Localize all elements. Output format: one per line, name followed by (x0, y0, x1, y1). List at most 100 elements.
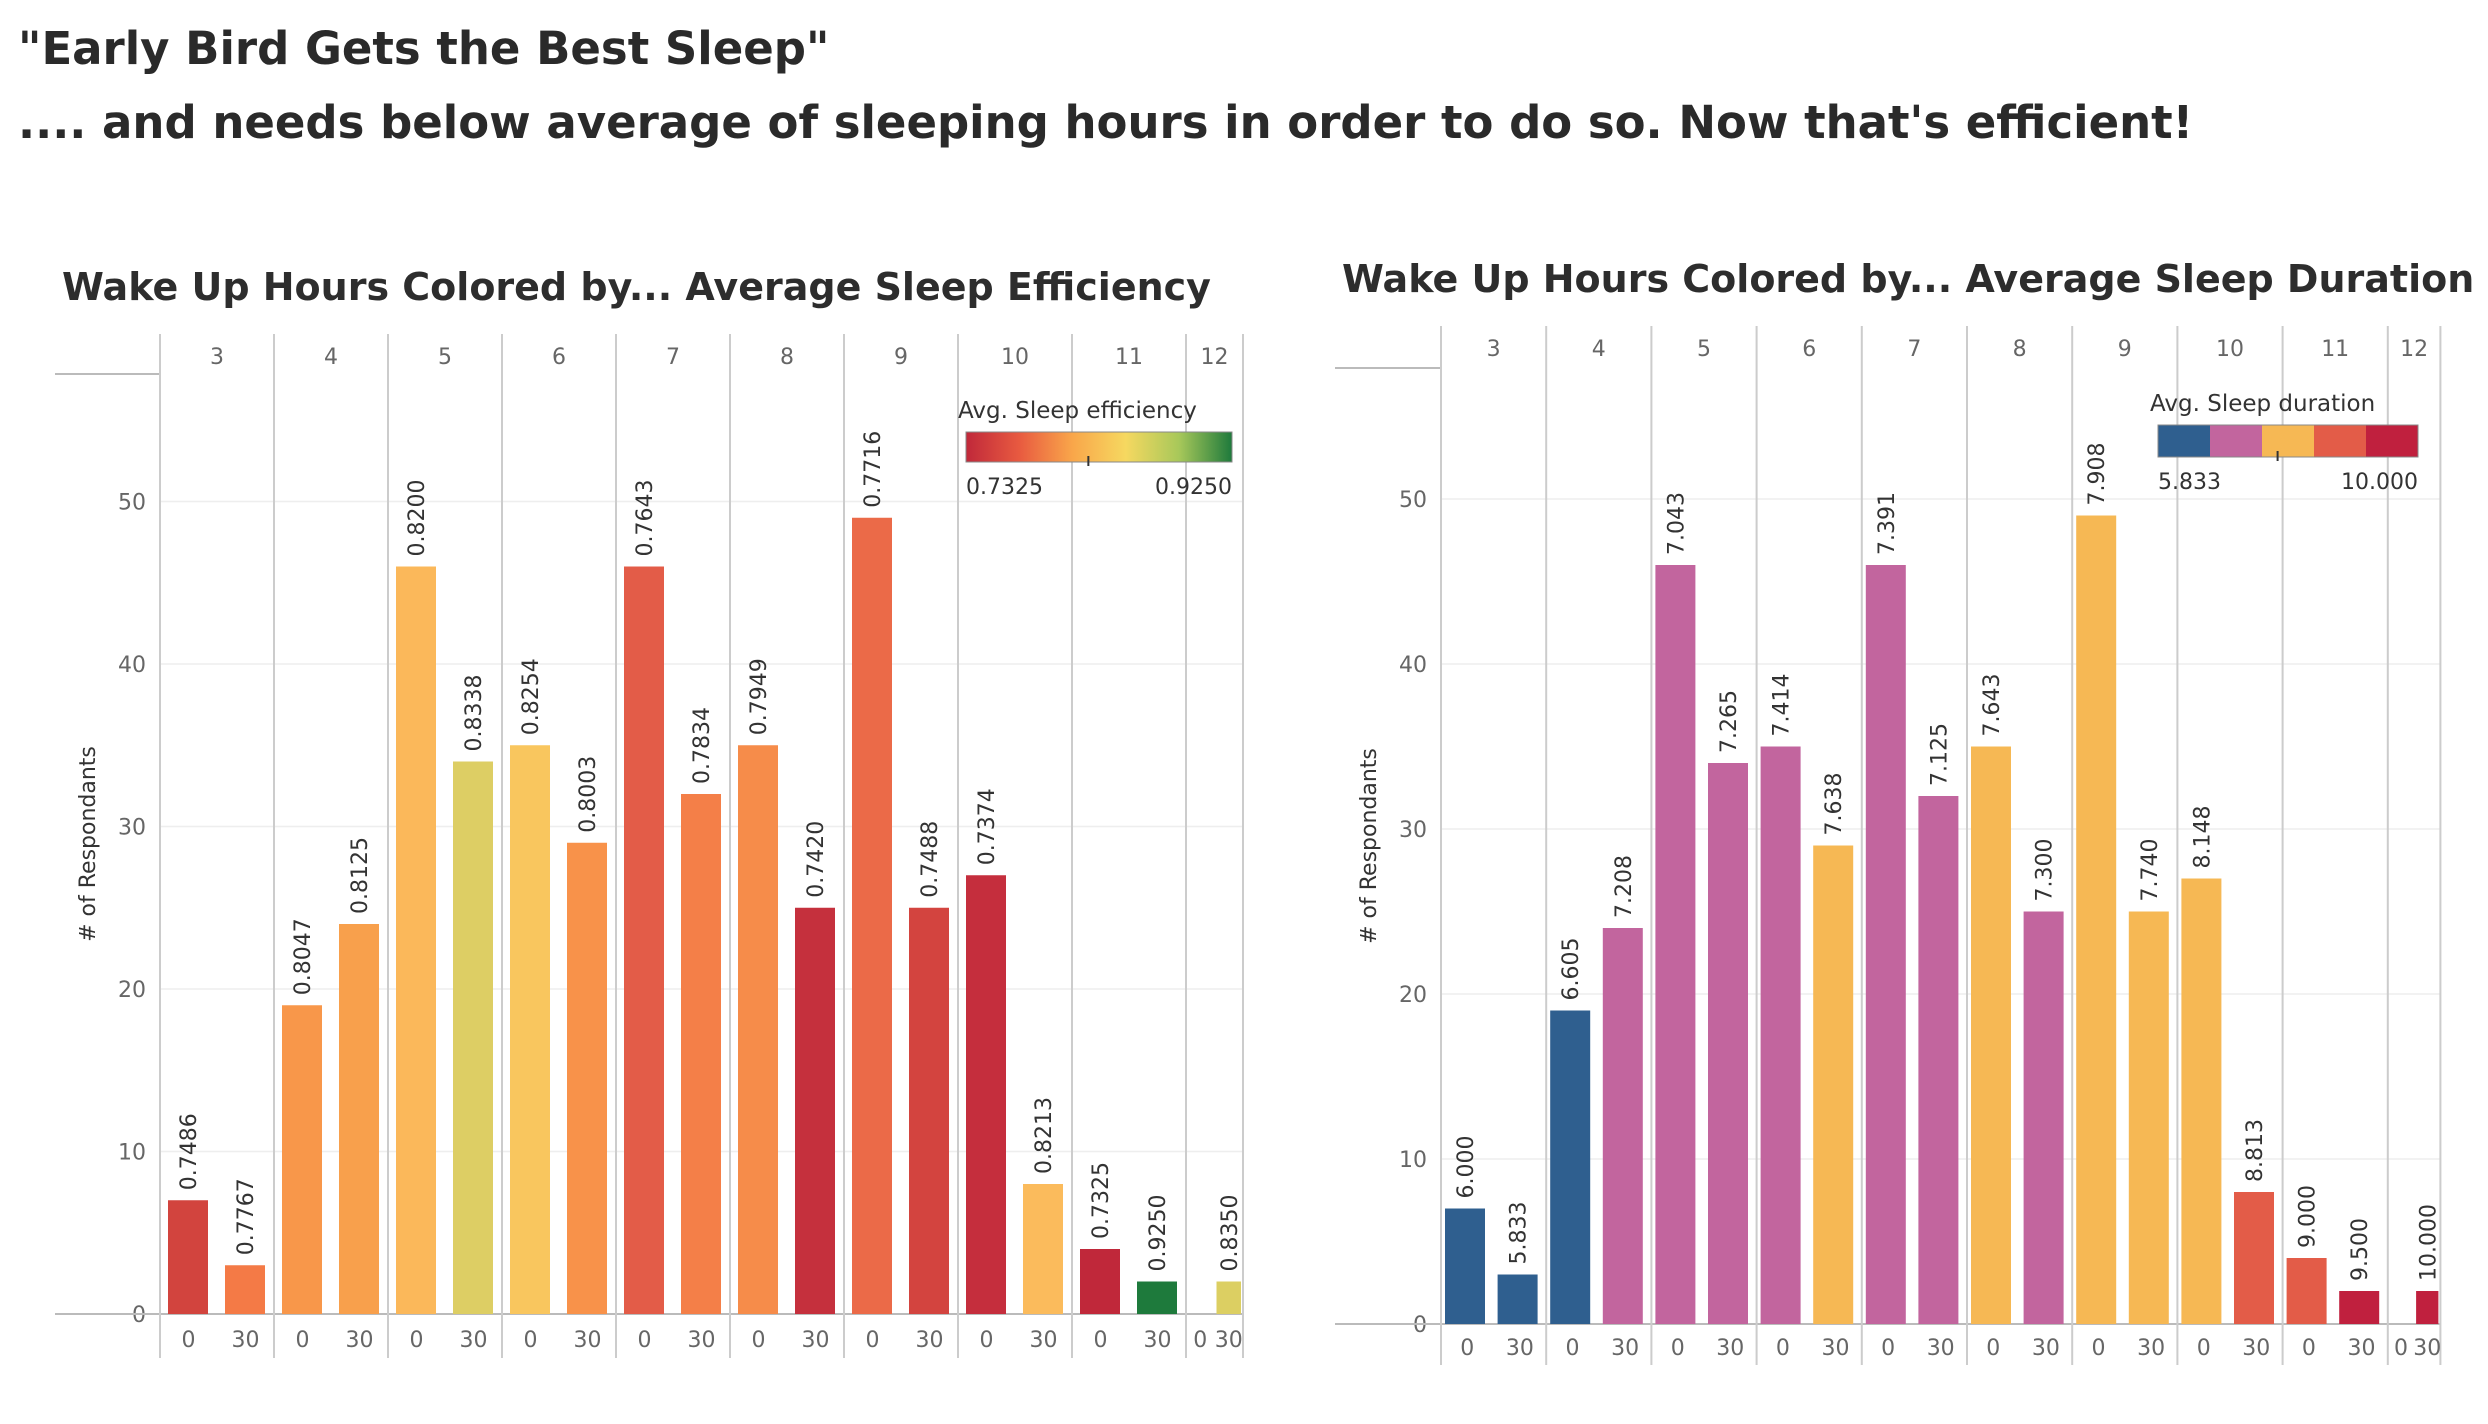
hour-header-label: 6 (552, 345, 566, 370)
bar-3-0 (168, 1200, 208, 1314)
bar-data-label: 0.7325 (1089, 1162, 1114, 1239)
legend-color-step (2158, 425, 2210, 457)
hour-header-label: 5 (1697, 337, 1711, 362)
bar-8-30 (2023, 911, 2064, 1324)
hour-header-label: 9 (2118, 337, 2132, 362)
bar-data-label: 7.391 (1875, 492, 1900, 555)
minute-tick-label: 0 (752, 1328, 766, 1353)
bar-data-label: 0.8200 (405, 480, 430, 557)
bar-data-label: 0.7767 (234, 1178, 259, 1255)
hour-header-label: 12 (1201, 345, 1229, 370)
bar-data-label: 9.500 (2348, 1218, 2373, 1281)
bar-10-0 (2181, 878, 2222, 1324)
minute-tick-label: 0 (1094, 1328, 1108, 1353)
bar-data-label: 0.7834 (690, 707, 715, 784)
bar-10-0 (966, 875, 1006, 1314)
y-tick-label: 0 (1413, 1313, 1427, 1338)
bar-data-label: 0.9250 (1146, 1195, 1171, 1272)
legend-max-label: 10.000 (2341, 470, 2418, 495)
hour-header-label: 4 (324, 345, 338, 370)
bar-data-label: 0.7420 (804, 821, 829, 898)
y-tick-label: 20 (118, 978, 146, 1003)
bar-data-label: 7.043 (1664, 492, 1689, 555)
bar-11-30 (1137, 1281, 1177, 1314)
minute-tick-label: 30 (1506, 1336, 1534, 1361)
hour-header-label: 10 (2216, 337, 2244, 362)
bar-data-label: 0.7486 (177, 1113, 202, 1190)
hour-header-label: 6 (1802, 337, 1816, 362)
minute-tick-label: 30 (1215, 1328, 1243, 1353)
bar-5-0 (396, 566, 436, 1314)
minute-tick-label: 0 (866, 1328, 880, 1353)
bar-data-label: 0.8047 (291, 918, 316, 995)
bar-10-30 (2234, 1192, 2274, 1324)
minute-tick-label: 30 (1030, 1328, 1058, 1353)
hour-header-label: 8 (2013, 337, 2027, 362)
bar-data-label: 6.000 (1454, 1136, 1479, 1199)
bar-data-label: 7.414 (1770, 674, 1795, 737)
chart-title: Wake Up Hours Colored by... Average Slee… (62, 265, 1211, 309)
y-tick-label: 30 (118, 816, 146, 841)
bar-4-0 (282, 1005, 322, 1314)
minute-tick-label: 0 (524, 1328, 538, 1353)
bar-8-0 (738, 745, 778, 1314)
bar-data-label: 9.000 (2296, 1185, 2321, 1248)
bar-6-0 (1760, 746, 1801, 1324)
bar-11-0 (2286, 1258, 2327, 1324)
sleep-efficiency-chart: Wake Up Hours Colored by... Average Slee… (55, 265, 1244, 1358)
bar-data-label: 7.740 (2138, 839, 2163, 902)
legend-max-label: 0.9250 (1155, 475, 1232, 500)
bar-12-30 (2416, 1291, 2439, 1324)
minute-tick-label: 0 (2197, 1336, 2211, 1361)
bar-11-0 (1080, 1249, 1120, 1314)
bar-4-30 (1602, 928, 1643, 1324)
bar-12-30 (1216, 1281, 1241, 1314)
bar-3-0 (1445, 1208, 1485, 1324)
bar-9-30 (2128, 911, 2169, 1324)
bar-data-label: 0.8350 (1218, 1195, 1243, 1272)
minute-tick-label: 0 (296, 1328, 310, 1353)
minute-tick-label: 0 (2092, 1336, 2106, 1361)
bar-7-30 (1918, 796, 1959, 1324)
legend-color-step (2210, 425, 2262, 457)
legend-color-ramp (965, 431, 1233, 463)
minute-tick-label: 0 (1671, 1336, 1685, 1361)
bar-5-30 (453, 761, 493, 1314)
legend-min-label: 0.7325 (966, 475, 1043, 500)
minute-tick-label: 30 (1716, 1336, 1744, 1361)
bar-8-0 (1971, 746, 2011, 1324)
minute-tick-label: 30 (346, 1328, 374, 1353)
bar-data-label: 10.000 (2416, 1204, 2441, 1281)
hour-header-label: 3 (210, 345, 224, 370)
y-tick-label: 40 (118, 653, 146, 678)
bar-data-label: 0.7643 (633, 480, 658, 557)
bar-7-0 (1865, 565, 1906, 1324)
bar-data-label: 0.8338 (462, 675, 487, 752)
y-tick-label: 20 (1399, 983, 1427, 1008)
bar-data-label: 0.8125 (348, 837, 373, 914)
bar-4-30 (339, 924, 379, 1314)
hour-header-label: 11 (2321, 337, 2349, 362)
y-tick-label: 50 (118, 491, 146, 516)
minute-tick-label: 30 (2032, 1336, 2060, 1361)
bar-9-0 (2076, 515, 2117, 1324)
minute-tick-label: 30 (1611, 1336, 1639, 1361)
minute-tick-label: 0 (1776, 1336, 1790, 1361)
bar-7-30 (681, 794, 721, 1314)
y-tick-label: 30 (1399, 818, 1427, 843)
bar-9-0 (852, 517, 892, 1314)
minute-tick-label: 0 (1193, 1328, 1207, 1353)
minute-tick-label: 30 (1927, 1336, 1955, 1361)
legend-title: Avg. Sleep duration (2150, 391, 2375, 417)
bar-11-30 (2339, 1291, 2380, 1324)
hour-header-label: 4 (1592, 337, 1606, 362)
bar-data-label: 0.7374 (975, 788, 1000, 865)
minute-tick-label: 0 (1986, 1336, 2000, 1361)
bar-data-label: 7.208 (1612, 855, 1637, 918)
minute-tick-label: 30 (1144, 1328, 1172, 1353)
bar-8-30 (795, 907, 835, 1314)
bar-6-30 (1813, 845, 1854, 1324)
bar-data-label: 7.908 (2085, 443, 2110, 506)
y-tick-label: 0 (132, 1303, 146, 1328)
legend-color-step (2262, 425, 2314, 457)
